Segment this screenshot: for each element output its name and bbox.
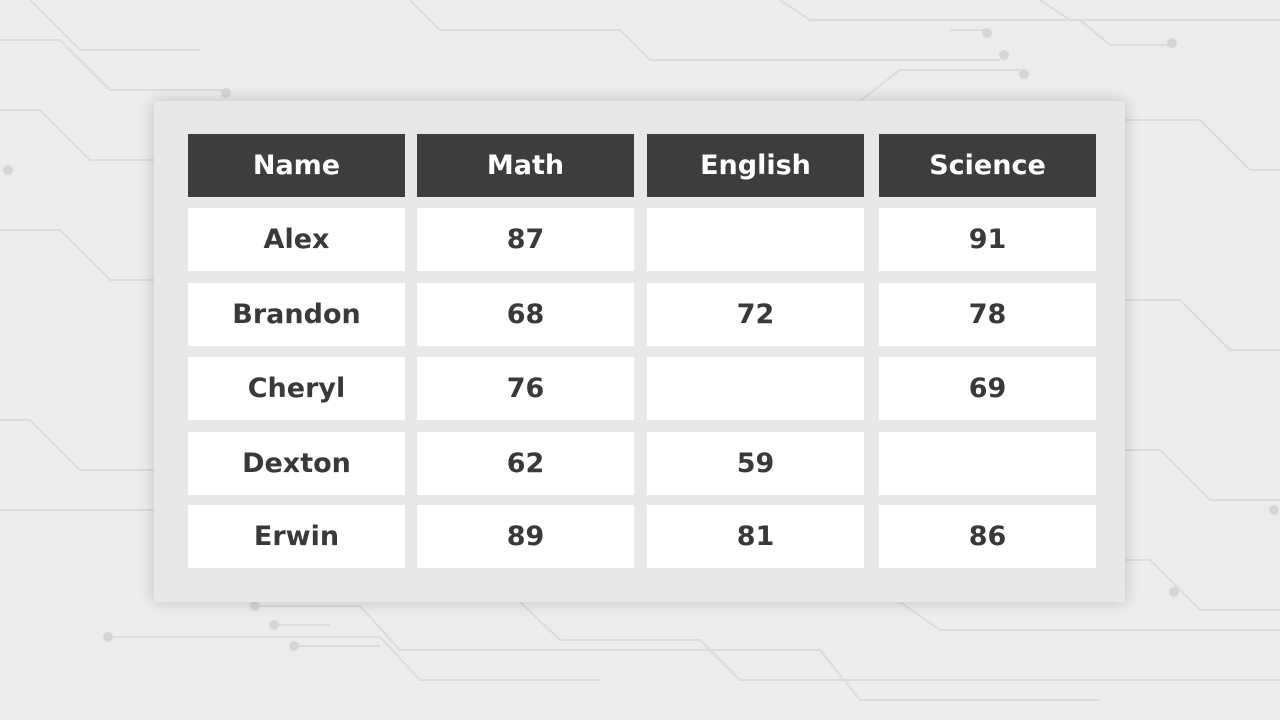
name-cell: Alex bbox=[188, 208, 405, 271]
header-cell: Science bbox=[879, 134, 1096, 197]
header-cell: Name bbox=[188, 134, 405, 197]
name-cell: Cheryl bbox=[188, 357, 405, 420]
name-cell: Erwin bbox=[188, 505, 405, 568]
header-cell: Math bbox=[417, 134, 634, 197]
score-cell: 87 bbox=[417, 208, 634, 271]
score-cell: 69 bbox=[879, 357, 1096, 420]
score-cell: 76 bbox=[417, 357, 634, 420]
table-panel: Name Math English Science Alex 87 91 Brandon 68 7… bbox=[154, 101, 1125, 602]
score-cell: 72 bbox=[647, 283, 864, 346]
score-cell bbox=[879, 432, 1096, 495]
score-cell bbox=[647, 208, 864, 271]
score-cell: 62 bbox=[417, 432, 634, 495]
name-cell: Brandon bbox=[188, 283, 405, 346]
score-cell: 91 bbox=[879, 208, 1096, 271]
score-cell: 68 bbox=[417, 283, 634, 346]
score-cell: 81 bbox=[647, 505, 864, 568]
score-cell bbox=[647, 357, 864, 420]
name-cell: Dexton bbox=[188, 432, 405, 495]
header-cell: English bbox=[647, 134, 864, 197]
score-cell: 89 bbox=[417, 505, 634, 568]
score-cell: 86 bbox=[879, 505, 1096, 568]
score-cell: 78 bbox=[879, 283, 1096, 346]
score-cell: 59 bbox=[647, 432, 864, 495]
